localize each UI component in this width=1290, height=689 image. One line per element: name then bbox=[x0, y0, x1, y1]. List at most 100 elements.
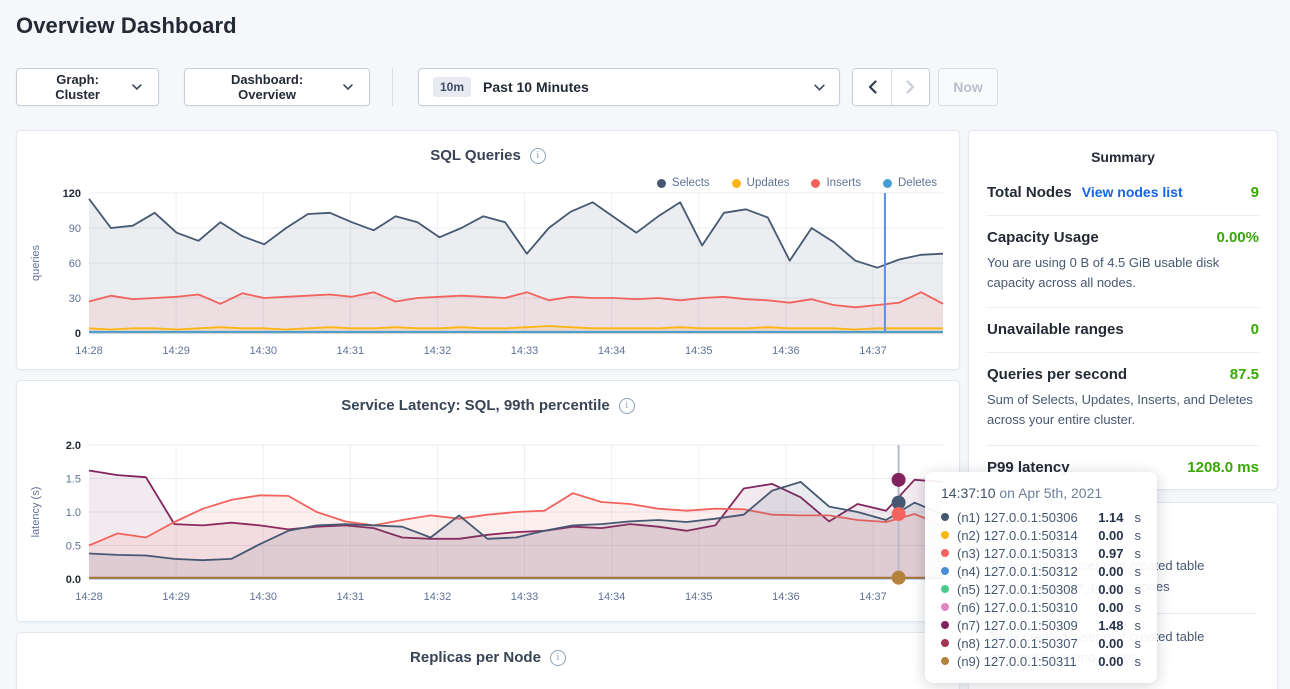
tooltip-unit: s bbox=[1134, 653, 1142, 669]
svg-text:14:36: 14:36 bbox=[772, 345, 800, 357]
svg-text:14:31: 14:31 bbox=[337, 345, 365, 357]
dashboard-dropdown[interactable]: Dashboard: Overview bbox=[184, 68, 370, 106]
chart-tooltip: 14:37:10 on Apr 5th, 2021 (n1) 127.0.0.1… bbox=[925, 472, 1157, 683]
summary-value: 9 bbox=[1250, 184, 1259, 201]
summary-label: Total Nodes bbox=[987, 184, 1072, 201]
sql-queries-card: SQL Queries Selects Updates Inserts Deletes… bbox=[16, 130, 960, 370]
series-dot-icon bbox=[941, 621, 949, 629]
tooltip-node-label: (n9) 127.0.0.1:50311 bbox=[957, 653, 1077, 669]
tooltip-unit: s bbox=[1134, 581, 1142, 597]
time-range-dropdown[interactable]: 10m Past 10 Minutes bbox=[418, 68, 840, 106]
summary-row: Queries per second 87.5 Sum of Selects, Up… bbox=[987, 353, 1259, 446]
legend-label: Updates bbox=[746, 177, 790, 189]
tooltip-unit: s bbox=[1134, 509, 1142, 525]
svg-text:0.0: 0.0 bbox=[66, 574, 81, 586]
tooltip-row: (n9) 127.0.0.1:50311 0.00 s bbox=[941, 652, 1141, 670]
chevron-down-icon bbox=[343, 84, 353, 90]
dashboard-dropdown-label: Dashboard: Overview bbox=[230, 72, 304, 102]
svg-text:14:35: 14:35 bbox=[685, 591, 713, 603]
svg-text:0.5: 0.5 bbox=[66, 541, 81, 553]
svg-text:14:37: 14:37 bbox=[859, 591, 887, 603]
svg-text:14:36: 14:36 bbox=[772, 591, 800, 603]
sql-queries-chart[interactable]: 14:28 14:29 14:30 14:31 14:32 14:33 14:34 14:35… bbox=[25, 187, 951, 368]
tooltip-unit: s bbox=[1134, 545, 1142, 561]
service-latency-card: Service Latency: SQL, 99th percentile 14… bbox=[16, 380, 960, 622]
legend-item-selects[interactable]: Selects bbox=[656, 177, 710, 189]
info-icon[interactable] bbox=[529, 147, 546, 164]
summary-label: Queries per second bbox=[987, 366, 1128, 384]
svg-text:2.0: 2.0 bbox=[66, 440, 81, 452]
tooltip-value: 0.97 bbox=[1098, 545, 1124, 561]
chart-title-service-latency: Service Latency: SQL, 99th percentile bbox=[341, 397, 610, 414]
info-icon[interactable] bbox=[618, 397, 635, 414]
tooltip-unit: s bbox=[1134, 563, 1142, 579]
legend-dot-icon bbox=[656, 178, 666, 188]
tooltip-unit: s bbox=[1134, 599, 1142, 615]
tooltip-node-label: (n2) 127.0.0.1:50314 bbox=[957, 527, 1078, 543]
legend-label: Deletes bbox=[898, 177, 937, 189]
series-dot-icon bbox=[941, 639, 949, 647]
svg-text:1.5: 1.5 bbox=[66, 474, 81, 486]
svg-text:14:34: 14:34 bbox=[598, 591, 626, 603]
svg-text:14:34: 14:34 bbox=[598, 345, 626, 357]
svg-text:14:33: 14:33 bbox=[511, 345, 539, 357]
tooltip-timestamp: 14:37:10 on Apr 5th, 2021 bbox=[941, 485, 1141, 501]
tooltip-row: (n6) 127.0.0.1:50310 0.00 s bbox=[941, 598, 1141, 616]
now-button[interactable]: Now bbox=[938, 68, 998, 106]
sql-queries-legend: Selects Updates Inserts Deletes bbox=[656, 177, 937, 189]
tooltip-row: (n2) 127.0.0.1:50314 0.00 s bbox=[941, 526, 1141, 544]
legend-item-updates[interactable]: Updates bbox=[731, 177, 790, 189]
graph-dropdown-label: Graph: Cluster bbox=[55, 72, 100, 102]
tooltip-row: (n5) 127.0.0.1:50308 0.00 s bbox=[941, 580, 1141, 598]
series-dot-icon bbox=[941, 657, 949, 665]
svg-text:14:33: 14:33 bbox=[511, 591, 539, 603]
summary-row: P99 latency 1208.0 ms bbox=[987, 446, 1259, 490]
tooltip-row: (n8) 127.0.0.1:50307 0.00 s bbox=[941, 634, 1141, 652]
tooltip-node-label: (n1) 127.0.0.1:50306 bbox=[957, 509, 1078, 525]
summary-row: Unavailable ranges 0 bbox=[987, 308, 1259, 354]
tooltip-node-label: (n8) 127.0.0.1:50307 bbox=[957, 635, 1078, 651]
legend-dot-icon bbox=[731, 178, 741, 188]
time-range-badge: 10m bbox=[433, 77, 472, 97]
tooltip-unit: s bbox=[1134, 635, 1142, 651]
series-dot-icon bbox=[941, 585, 949, 593]
legend-dot-icon bbox=[883, 178, 892, 188]
chevron-down-icon bbox=[814, 84, 825, 91]
svg-text:queries: queries bbox=[30, 244, 42, 281]
series-dot-icon bbox=[941, 513, 949, 521]
series-dot-icon bbox=[941, 549, 949, 557]
tooltip-time: 14:37:10 bbox=[941, 485, 996, 501]
legend-label: Selects bbox=[671, 177, 710, 189]
summary-link[interactable]: View nodes list bbox=[1081, 184, 1183, 200]
replicas-per-node-card: Replicas per Node bbox=[16, 632, 960, 689]
legend-item-deletes[interactable]: Deletes bbox=[883, 177, 937, 189]
series-dot-icon bbox=[941, 567, 949, 575]
svg-text:1.0: 1.0 bbox=[66, 507, 81, 519]
summary-description: Sum of Selects, Updates, Inserts, and De… bbox=[987, 392, 1253, 428]
tooltip-value: 0.00 bbox=[1098, 635, 1124, 651]
legend-label: Inserts bbox=[826, 177, 861, 189]
summary-row: Capacity Usage 0.00% You are using 0 B of … bbox=[987, 216, 1259, 309]
tooltip-node-label: (n4) 127.0.0.1:50312 bbox=[957, 563, 1078, 579]
tooltip-node-label: (n3) 127.0.0.1:50313 bbox=[957, 545, 1078, 561]
svg-text:90: 90 bbox=[69, 223, 81, 235]
svg-text:14:32: 14:32 bbox=[424, 591, 452, 603]
graph-dropdown[interactable]: Graph: Cluster bbox=[16, 68, 159, 106]
legend-item-inserts[interactable]: Inserts bbox=[811, 177, 861, 189]
tooltip-row: (n4) 127.0.0.1:50312 0.00 s bbox=[941, 562, 1141, 580]
summary-value: 87.5 bbox=[1229, 366, 1259, 384]
info-icon[interactable] bbox=[549, 649, 566, 666]
chart-title-replicas-per-node: Replicas per Node bbox=[410, 649, 541, 666]
tooltip-row: (n7) 127.0.0.1:50309 1.48 s bbox=[941, 616, 1141, 634]
time-next-button[interactable] bbox=[891, 69, 929, 105]
svg-text:14:35: 14:35 bbox=[685, 345, 713, 357]
tooltip-row: (n1) 127.0.0.1:50306 1.14 s bbox=[941, 508, 1141, 526]
tooltip-value: 0.00 bbox=[1098, 527, 1124, 543]
time-range-label: Past 10 Minutes bbox=[483, 79, 589, 95]
svg-text:120: 120 bbox=[63, 188, 81, 200]
tooltip-value: 0.00 bbox=[1098, 599, 1124, 615]
chevron-right-icon bbox=[906, 80, 915, 94]
tooltip-date: on Apr 5th, 2021 bbox=[995, 485, 1103, 501]
service-latency-chart[interactable]: 14:28 14:29 14:30 14:31 14:32 14:33 14:34 14:35… bbox=[25, 437, 951, 614]
time-prev-button[interactable] bbox=[853, 69, 891, 105]
